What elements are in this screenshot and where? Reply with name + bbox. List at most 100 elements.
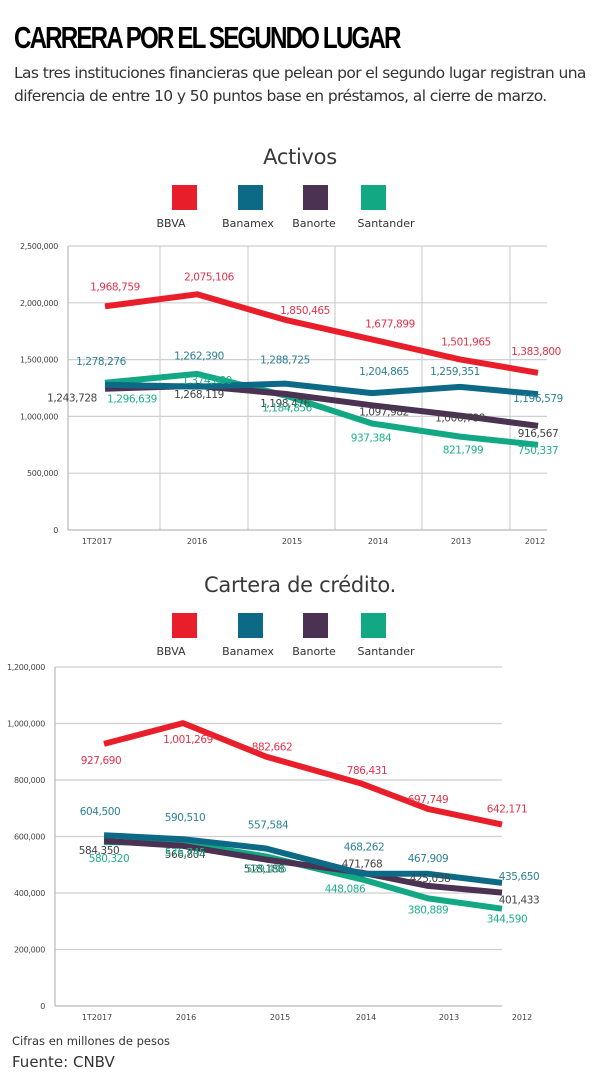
y-tick-label: 500,000 bbox=[27, 469, 58, 478]
data-label-banamex: 604,500 bbox=[80, 806, 121, 818]
x-tick-label: 2016 bbox=[187, 537, 207, 546]
data-label-banorte: 1,097,982 bbox=[359, 406, 409, 418]
data-label-banorte: 584,350 bbox=[79, 845, 120, 857]
legend-swatch-santander bbox=[361, 613, 386, 638]
data-label-santander: 1,374,080 bbox=[182, 375, 232, 387]
series-line-bbva bbox=[104, 291, 539, 376]
x-tick-label: 1T2017 bbox=[82, 1013, 112, 1022]
data-label-bbva: 927,690 bbox=[81, 755, 122, 767]
data-label-banamex: 1,262,390 bbox=[174, 351, 224, 363]
data-label-bbva: 1,850,465 bbox=[280, 305, 330, 317]
data-label-bbva: 697,749 bbox=[408, 794, 449, 806]
x-tick-label: 1T2017 bbox=[82, 537, 112, 546]
x-tick-label: 2016 bbox=[176, 1013, 196, 1022]
legend-swatch-banamex bbox=[238, 185, 263, 210]
x-tick-label: 2014 bbox=[356, 1013, 376, 1022]
page-title: CARRERA POR EL SEGUNDO LUGAR bbox=[14, 20, 401, 55]
data-label-banorte: 401,433 bbox=[499, 895, 540, 907]
data-label-santander: 580,320 bbox=[89, 853, 130, 865]
data-label-banorte: 518,188 bbox=[244, 864, 285, 876]
x-tick-label: 2012 bbox=[512, 1013, 532, 1022]
data-label-santander: 1,296,639 bbox=[107, 394, 157, 406]
data-label-banamex: 1,259,351 bbox=[430, 366, 480, 378]
series-line-banamex bbox=[104, 380, 539, 398]
data-label-banamex: 435,650 bbox=[499, 871, 540, 883]
footer-source: Fuente: CNBV bbox=[12, 1053, 115, 1071]
data-label-santander: 448,086 bbox=[325, 883, 366, 895]
legend-label-banamex: Banamex bbox=[222, 645, 274, 658]
data-label-santander: 344,590 bbox=[487, 914, 528, 926]
series-line-banorte bbox=[103, 837, 503, 896]
data-label-banorte: 425,038 bbox=[410, 873, 451, 885]
data-label-santander: 821,799 bbox=[443, 445, 484, 457]
x-tick-label: 2012 bbox=[525, 537, 545, 546]
data-label-banamex: 557,584 bbox=[248, 819, 289, 831]
data-label-santander: 937,384 bbox=[351, 433, 392, 445]
y-tick-label: 1,000,000 bbox=[7, 720, 45, 729]
x-tick-label: 2015 bbox=[282, 537, 302, 546]
y-tick-label: 0 bbox=[53, 526, 58, 535]
series-line-banamex bbox=[103, 832, 503, 886]
data-label-santander: 1,184,856 bbox=[262, 402, 313, 414]
data-label-banamex: 467,909 bbox=[408, 853, 449, 865]
legend-swatch-banamex bbox=[238, 613, 263, 638]
y-tick-label: 2,500,000 bbox=[20, 242, 58, 251]
data-label-banamex: 1,278,276 bbox=[76, 356, 127, 368]
data-label-banorte: 1,268,119 bbox=[174, 389, 224, 401]
data-label-banorte: 1,006,788 bbox=[435, 413, 485, 425]
data-label-bbva: 1,677,899 bbox=[365, 318, 415, 330]
x-tick-label: 2013 bbox=[439, 1013, 459, 1022]
data-label-santander: 750,337 bbox=[518, 445, 559, 457]
data-label-santander: 576,745 bbox=[165, 847, 206, 859]
chart-title-cartera: Cartera de crédito. bbox=[204, 573, 396, 597]
y-tick-label: 1,000,000 bbox=[20, 412, 58, 421]
y-tick-label: 0 bbox=[40, 1002, 45, 1011]
series-line-bbva bbox=[103, 720, 503, 828]
y-tick-label: 1,500,000 bbox=[20, 356, 58, 365]
y-tick-label: 400,000 bbox=[14, 889, 45, 898]
data-label-banamex: 468,262 bbox=[344, 842, 385, 854]
data-label-bbva: 1,383,800 bbox=[511, 346, 561, 358]
legend-label-banorte: Banorte bbox=[292, 217, 336, 230]
data-label-banorte: 566,804 bbox=[165, 849, 206, 861]
data-label-banamex: 590,510 bbox=[165, 812, 206, 824]
page-subtitle: Las tres instituciones financieras que p… bbox=[14, 64, 586, 105]
y-tick-label: 600,000 bbox=[14, 833, 45, 842]
data-label-banorte: 1,198,476 bbox=[260, 398, 311, 410]
legend-swatch-santander bbox=[361, 185, 386, 210]
data-label-bbva: 1,501,965 bbox=[441, 336, 491, 348]
data-label-banamex: 1,288,725 bbox=[260, 355, 310, 367]
legend-label-santander: Santander bbox=[357, 217, 415, 230]
data-label-bbva: 2,075,106 bbox=[184, 271, 235, 283]
data-label-banorte: 916,567 bbox=[518, 428, 559, 440]
y-tick-label: 2,000,000 bbox=[20, 299, 58, 308]
y-tick-label: 800,000 bbox=[14, 776, 45, 785]
data-label-bbva: 786,431 bbox=[347, 765, 388, 777]
data-label-banamex: 1,204,865 bbox=[359, 366, 409, 378]
legend-swatch-banorte bbox=[303, 613, 328, 638]
data-label-bbva: 642,171 bbox=[487, 804, 528, 816]
footer-note: Cifras en millones de pesos bbox=[12, 1034, 170, 1048]
y-tick-label: 200,000 bbox=[14, 946, 45, 955]
x-tick-label: 2015 bbox=[270, 1013, 290, 1022]
legend-swatch-bbva bbox=[172, 613, 197, 638]
legend-label-banorte: Banorte bbox=[292, 645, 336, 658]
y-tick-label: 1,200,000 bbox=[7, 663, 45, 672]
x-tick-label: 2014 bbox=[368, 537, 388, 546]
legend-label-bbva: BBVA bbox=[156, 645, 186, 658]
x-tick-label: 2013 bbox=[451, 537, 471, 546]
data-label-bbva: 882,662 bbox=[252, 742, 293, 754]
data-label-banorte: 471,768 bbox=[342, 859, 383, 871]
data-label-santander: 380,889 bbox=[408, 904, 449, 916]
legend-label-bbva: BBVA bbox=[156, 217, 186, 230]
chart-title-activos: Activos bbox=[263, 145, 337, 169]
legend-swatch-banorte bbox=[303, 185, 328, 210]
legend-label-santander: Santander bbox=[357, 645, 415, 658]
legend-label-banamex: Banamex bbox=[222, 217, 274, 230]
data-label-banorte: 1,243,728 bbox=[47, 393, 97, 405]
data-label-bbva: 1,968,759 bbox=[90, 281, 140, 293]
data-label-santander: 529,496 bbox=[246, 863, 287, 875]
legend-swatch-bbva bbox=[172, 185, 197, 210]
